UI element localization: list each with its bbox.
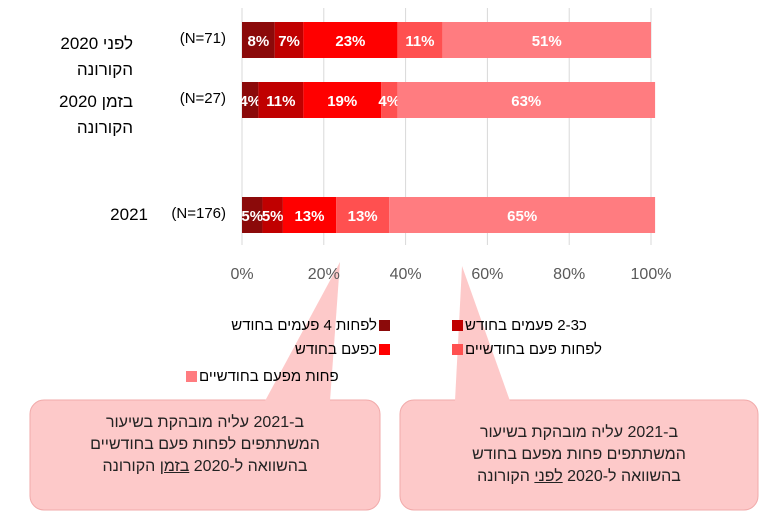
legend-label: לפחות 4 פעמים בחודש xyxy=(231,317,377,334)
category-label: 2020 לפני הקורונה xyxy=(60,34,133,79)
n-label: (N=27) xyxy=(179,90,226,107)
bar-segment xyxy=(242,22,275,58)
data-label: 65% xyxy=(507,208,537,225)
callout-text-part: בהשוואה ל-2020 xyxy=(562,468,681,485)
callout-line: ב-2021 עליה מובהקת בשיעור xyxy=(105,414,305,431)
data-label: 4% xyxy=(378,93,400,110)
data-label: 13% xyxy=(348,208,378,225)
n-label: (N=71) xyxy=(179,30,226,47)
data-label: 4% xyxy=(239,93,261,110)
legend-swatch xyxy=(452,320,463,331)
bar-segment xyxy=(262,197,283,233)
legend-swatch xyxy=(452,344,463,355)
legend-label: פחות מפעם בחודשיים xyxy=(199,368,339,385)
bar-segment xyxy=(258,82,304,118)
callout-text: ב-2021 עליה מובהקת בשיעור המשתתפים פחות מ… xyxy=(409,422,749,488)
x-tick-label: 60% xyxy=(471,266,503,283)
bar-segment xyxy=(303,22,398,58)
callout-line: בהשוואה ל-2020 בזמן הקורונה xyxy=(35,456,375,478)
data-label: 11% xyxy=(266,93,295,110)
data-label: 23% xyxy=(335,33,365,50)
bar-segment xyxy=(389,197,656,233)
data-label: 13% xyxy=(294,208,324,225)
bar-segment xyxy=(381,82,398,118)
legend-item: כ2-3 פעמים בחודש xyxy=(452,317,587,334)
callout-line: המשתתפים לפחות פעם בחודשיים xyxy=(90,436,320,453)
callout-underlined: בזמן xyxy=(159,458,190,475)
bar-segment xyxy=(242,82,259,118)
legend-item: לפחות פעם בחודשיים xyxy=(452,341,602,358)
callout-text-part: הקורונה xyxy=(102,458,160,475)
callout-text: ב-2021 עליה מובהקת בשיעור המשתתפים לפחות … xyxy=(35,412,375,478)
data-label: 11% xyxy=(405,33,434,50)
data-label: 63% xyxy=(511,93,541,110)
x-tick-label: 0% xyxy=(230,266,253,283)
data-label: 8% xyxy=(248,33,270,50)
legend-swatch xyxy=(379,344,390,355)
legend-swatch xyxy=(186,371,197,382)
data-label: 19% xyxy=(327,93,357,110)
data-label: 51% xyxy=(532,33,562,50)
callout-box xyxy=(399,399,759,511)
category-label: 2021 xyxy=(110,205,148,224)
bar-segment xyxy=(442,22,651,58)
n-label: (N=176) xyxy=(171,205,226,222)
legend-label: כ2-3 פעמים בחודש xyxy=(465,317,587,334)
bar-segment xyxy=(397,82,656,118)
bar-segment xyxy=(336,197,390,233)
callout-line: ב-2021 עליה מובהקת בשיעור xyxy=(479,424,679,441)
bar-segment xyxy=(397,22,443,58)
data-label: 5% xyxy=(262,208,284,225)
x-tick-label: 80% xyxy=(553,266,585,283)
category-label: 2020 בזמן הקורונה xyxy=(59,92,133,137)
legend-item: פחות מפעם בחודשיים xyxy=(186,368,339,385)
legend-label: כפעם בחודש xyxy=(294,341,377,358)
callout-box xyxy=(29,399,381,511)
legend-item: לפחות 4 פעמים בחודש xyxy=(231,317,390,334)
legend-item: כפעם בחודש xyxy=(295,341,390,358)
bar-segment xyxy=(274,22,304,58)
bar-segment xyxy=(282,197,337,233)
x-tick-label: 40% xyxy=(390,266,422,283)
x-tick-label: 100% xyxy=(631,266,672,283)
callout-text-part: הקורונה xyxy=(477,468,535,485)
callout-pointer xyxy=(265,262,340,401)
data-label: 5% xyxy=(241,208,263,225)
x-tick-label: 20% xyxy=(308,266,340,283)
legend-swatch xyxy=(379,320,390,331)
legend-label: לפחות פעם בחודשיים xyxy=(465,341,602,358)
callout-line: בהשוואה ל-2020 לפני הקורונה xyxy=(409,466,749,488)
bar-segment xyxy=(303,82,382,118)
callout-pointer xyxy=(455,266,510,401)
callout-line: המשתתפים פחות מפעם בחודש xyxy=(472,446,686,463)
data-label: 7% xyxy=(278,33,300,50)
callout-text-part: בהשוואה ל-2020 xyxy=(189,458,308,475)
callout-underlined: לפני xyxy=(534,468,563,485)
bar-segment xyxy=(242,197,263,233)
